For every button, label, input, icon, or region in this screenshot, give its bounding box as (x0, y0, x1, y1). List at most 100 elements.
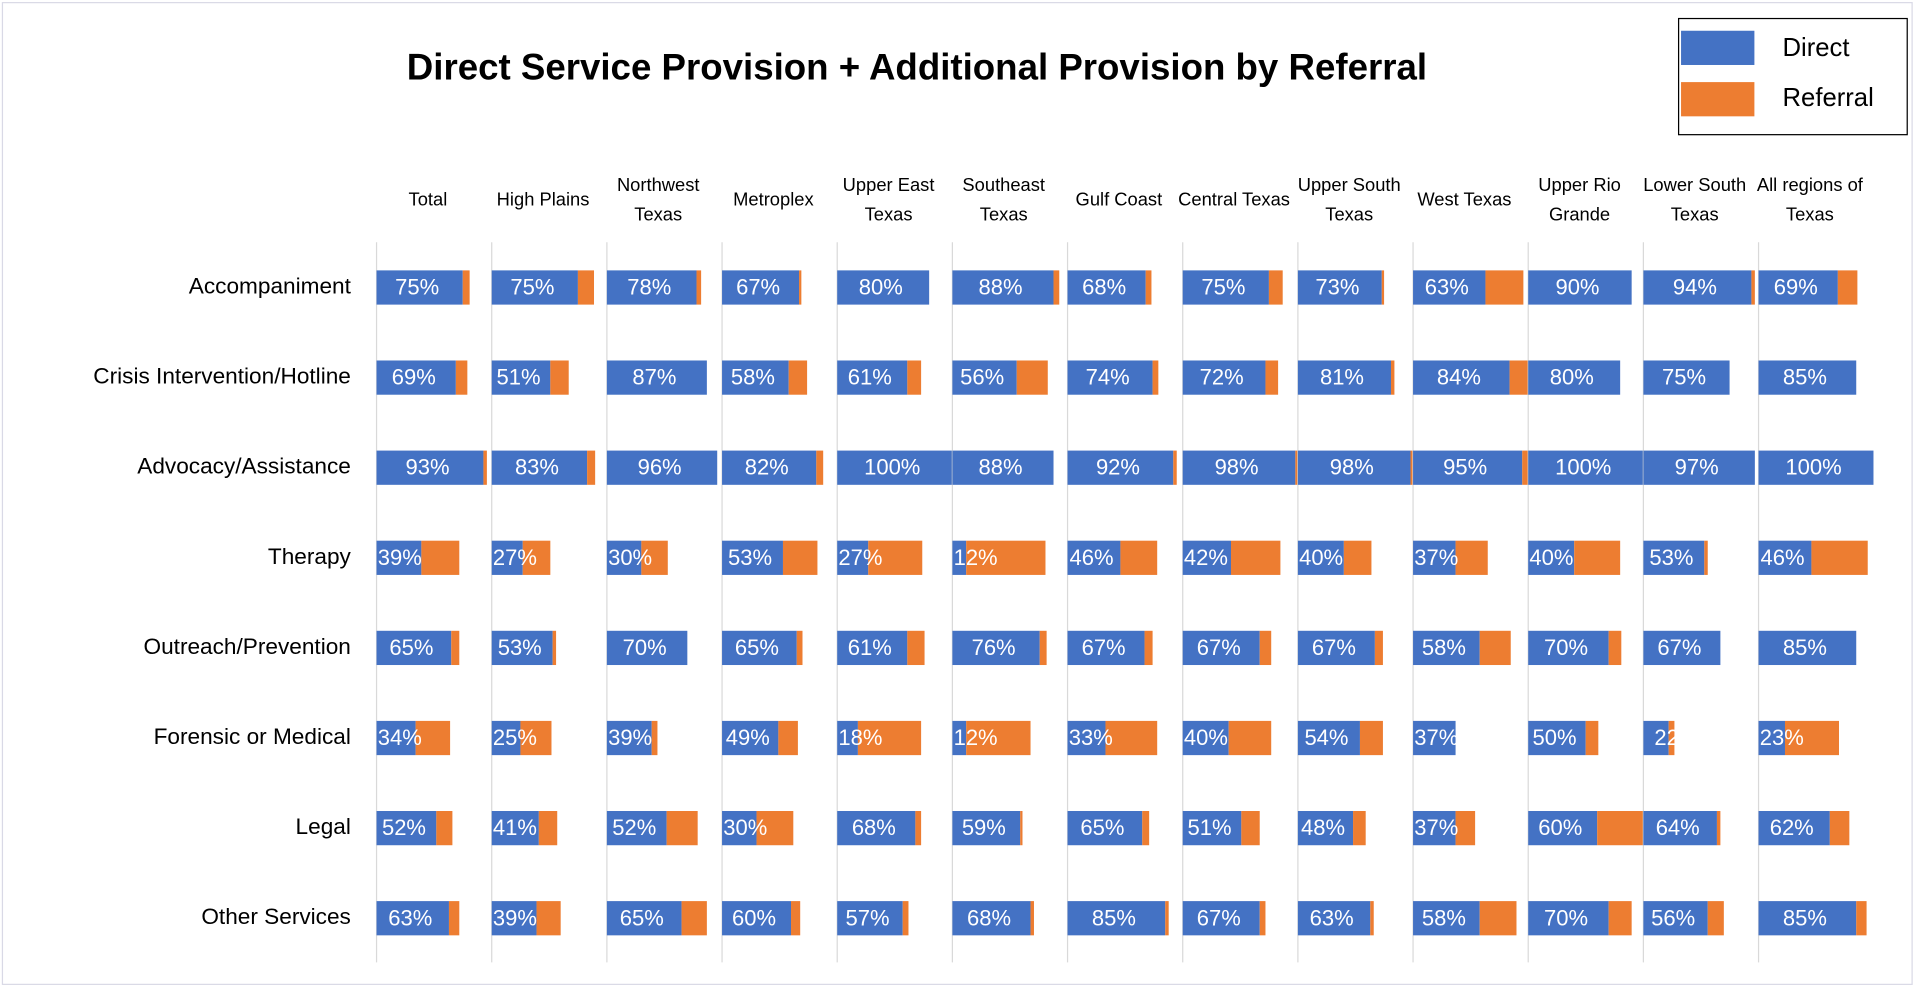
data-label: 74% (1086, 365, 1130, 390)
bar-referral (1268, 270, 1283, 305)
data-label: 75% (395, 275, 439, 300)
data-label: 70% (623, 635, 667, 660)
bar-referral (1784, 720, 1839, 756)
bar-direct (1643, 450, 1755, 485)
category-label: Crisis Intervention/Hotline (93, 364, 351, 389)
data-label: 27% (838, 545, 882, 570)
bar-direct (1182, 630, 1260, 666)
bar-referral (1241, 811, 1260, 846)
bar-referral (666, 811, 698, 846)
bar-referral (520, 720, 552, 756)
data-label: 65% (1080, 815, 1124, 840)
data-label: 93% (406, 455, 450, 480)
data-label: 68% (967, 905, 1011, 930)
bar-referral (538, 811, 558, 846)
bar-direct (1758, 630, 1857, 666)
panel-title-box: Upper South Texas (1298, 175, 1401, 225)
bar-referral (1165, 901, 1169, 936)
data-label: 25% (493, 725, 537, 750)
data-label: 67% (736, 275, 780, 300)
bar-direct (1413, 540, 1456, 575)
category-label: Accompaniment (189, 273, 352, 298)
panel-title-box: Gulf Coast (1076, 190, 1163, 211)
bar-referral (966, 720, 1031, 756)
data-label: 100% (864, 455, 920, 480)
bar-direct (491, 811, 539, 846)
bar-referral (1144, 630, 1153, 666)
category-label: Therapy (268, 544, 352, 569)
data-label: 85% (1783, 905, 1827, 930)
bar-direct (1297, 270, 1382, 305)
data-label: 80% (859, 275, 903, 300)
bar-direct (1528, 360, 1621, 395)
bar-referral (1608, 901, 1632, 936)
bar-direct (1297, 720, 1360, 756)
bar-referral (1259, 630, 1272, 666)
data-label: 52% (382, 815, 426, 840)
bar-direct (837, 360, 908, 395)
bar-referral (483, 450, 487, 485)
bar-referral (868, 540, 923, 575)
bar-referral (915, 811, 922, 846)
data-label: 67% (1197, 905, 1241, 930)
data-label: 76% (972, 635, 1016, 660)
chart-title: Direct Service Provision + Additional Pr… (407, 47, 1427, 88)
category-label: Other Services (201, 904, 351, 929)
bar-direct (606, 540, 642, 575)
bar-referral (1704, 540, 1708, 575)
bar-referral (1811, 540, 1868, 575)
panel-title-box: Northwest Texas (617, 175, 700, 225)
bar-referral (799, 270, 802, 305)
bar-referral (1343, 540, 1372, 575)
panel-title-box: Metroplex (733, 190, 814, 211)
data-label: 39% (378, 545, 422, 570)
bar-direct (376, 901, 449, 936)
data-label: 23% (1760, 725, 1804, 750)
bar-referral (1829, 811, 1850, 846)
data-label: 49% (726, 725, 770, 750)
bar-referral (1707, 901, 1724, 936)
bar-direct (1528, 270, 1632, 305)
data-label: 83% (515, 455, 559, 480)
bar-referral (1479, 630, 1511, 666)
data-label: 70% (1544, 905, 1588, 930)
bar-direct (606, 360, 707, 395)
bar-referral (681, 901, 707, 936)
data-label: 81% (1320, 365, 1364, 390)
bar-direct (1643, 901, 1708, 936)
bar-referral (1597, 811, 1644, 846)
data-label: 96% (638, 455, 682, 480)
data-label: 68% (1082, 275, 1126, 300)
data-label: 65% (389, 635, 433, 660)
bar-referral (1353, 811, 1366, 846)
bar-direct (1528, 720, 1586, 756)
data-label: 18% (838, 725, 882, 750)
bar-direct (722, 720, 779, 756)
bar-direct (1758, 450, 1874, 485)
data-label: 61% (848, 365, 892, 390)
bar-referral (448, 901, 460, 936)
bar-direct (1643, 270, 1752, 305)
data-label: 53% (498, 635, 542, 660)
bar-direct (606, 811, 667, 846)
panel-title: High Plains (496, 189, 590, 211)
bar-referral (1039, 630, 1047, 666)
category-label: Outreach/Prevention (144, 634, 351, 659)
bar-direct (1182, 811, 1242, 846)
bar-referral (1152, 360, 1159, 395)
bar-referral (1455, 811, 1476, 846)
bar-referral (550, 360, 569, 395)
data-label: 57% (846, 905, 890, 930)
data-label: 100% (1555, 455, 1611, 480)
data-label: 59% (962, 815, 1006, 840)
bar-direct (837, 270, 930, 305)
bar-referral (651, 720, 658, 756)
data-label: 73% (1315, 275, 1359, 300)
bar-referral (1479, 901, 1517, 936)
data-label: 75% (1201, 275, 1245, 300)
bar-direct (606, 901, 682, 936)
bar-direct (1528, 450, 1644, 485)
data-label: 53% (728, 545, 772, 570)
bar-direct (1297, 360, 1391, 395)
